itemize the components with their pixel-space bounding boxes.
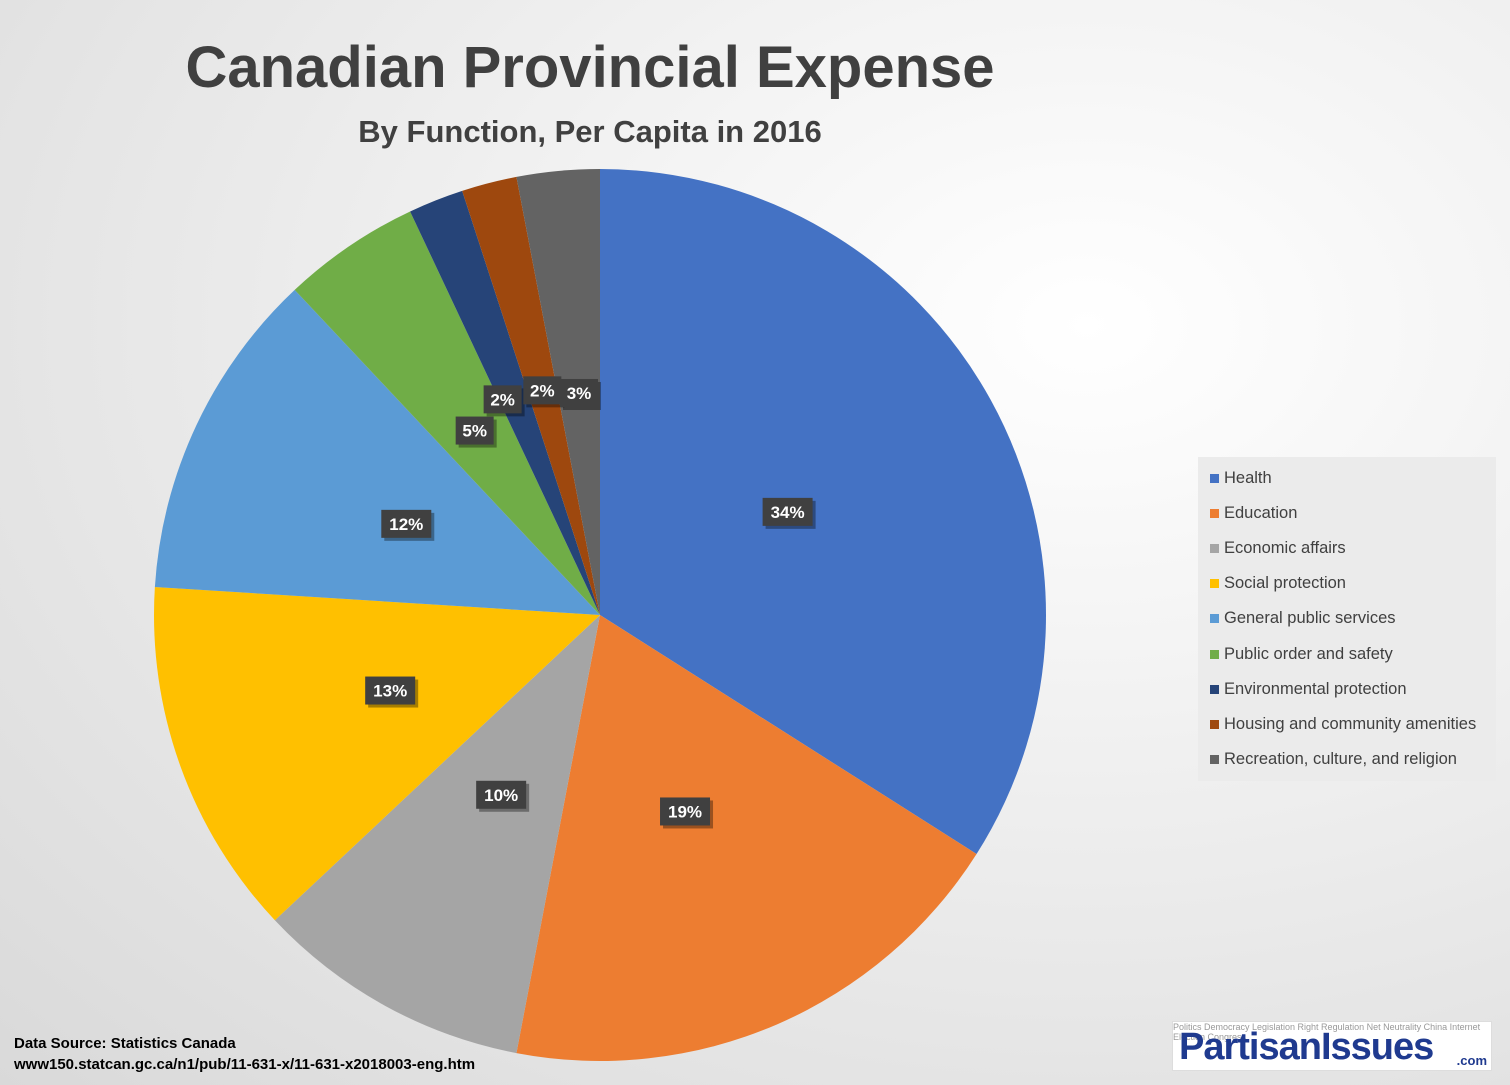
- svg-text:13%: 13%: [373, 682, 407, 701]
- svg-text:19%: 19%: [668, 802, 702, 821]
- legend-item: Environmental protection: [1198, 672, 1496, 707]
- data-label: 34%: [762, 497, 816, 529]
- pie-slice: [154, 586, 601, 921]
- data-label: 12%: [381, 509, 435, 541]
- source-url: www150.statcan.gc.ca/n1/pub/11-631-x/11-…: [14, 1056, 476, 1073]
- svg-text:10%: 10%: [484, 786, 518, 805]
- data-source-note: Data Source: Statistics Canada www150.st…: [14, 1033, 475, 1075]
- svg-text:12%: 12%: [389, 515, 423, 534]
- pie-slice: [516, 615, 977, 1061]
- legend-item: Recreation, culture, and religion: [1198, 742, 1496, 777]
- data-label: 10%: [476, 780, 530, 812]
- legend-label: Social protection: [1224, 574, 1346, 593]
- logo-suffix: .com: [1456, 1053, 1487, 1068]
- legend-swatch-economic-affairs: [1210, 544, 1219, 554]
- pie-chart: 34%19%10%13%12%5%2% 2% 3%: [154, 169, 1047, 1061]
- chart-legend: Health Education Economic affairs Social…: [1198, 457, 1496, 781]
- pie-slice: [274, 615, 600, 1054]
- legend-item: Housing and community amenities: [1198, 707, 1496, 742]
- legend-swatch-housing: [1210, 719, 1219, 729]
- legend-swatch-general-public-services: [1210, 614, 1219, 624]
- legend-label: General public services: [1224, 609, 1396, 628]
- legend-label: Recreation, culture, and religion: [1224, 749, 1457, 768]
- svg-text:34%: 34%: [771, 503, 805, 522]
- svg-text:5%: 5%: [462, 422, 487, 441]
- legend-swatch-recreation: [1210, 754, 1219, 764]
- source-line-1: Data Source: Statistics Canada: [14, 1035, 236, 1052]
- legend-label: Public order and safety: [1224, 644, 1393, 663]
- legend-item: Education: [1198, 496, 1496, 531]
- legend-swatch-environmental: [1210, 684, 1219, 694]
- svg-text:3%: 3%: [567, 384, 592, 403]
- legend-item: Health: [1198, 461, 1496, 496]
- legend-item: Social protection: [1198, 566, 1496, 601]
- chart-title: Canadian Provincial Expense: [185, 35, 995, 100]
- data-label: 13%: [365, 676, 419, 708]
- legend-swatch-health: [1210, 474, 1219, 484]
- chart-subtitle: By Function, Per Capita in 2016: [358, 114, 822, 149]
- data-label: 19%: [660, 797, 714, 829]
- legend-label: Economic affairs: [1224, 539, 1346, 558]
- legend-label: Environmental protection: [1224, 679, 1407, 698]
- legend-label: Health: [1224, 469, 1272, 488]
- data-label: 5%: [455, 416, 497, 448]
- legend-item: General public services: [1198, 601, 1496, 636]
- data-label: 2%: [483, 385, 525, 417]
- logo-text: PartisanIssues: [1179, 1026, 1434, 1068]
- legend-item: Economic affairs: [1198, 531, 1496, 566]
- data-label: 3%: [560, 378, 602, 410]
- partisanissues-logo: Politics Democracy Legislation Right Reg…: [1172, 1021, 1492, 1071]
- legend-label: Housing and community amenities: [1224, 714, 1477, 733]
- svg-text:2%: 2%: [530, 381, 555, 400]
- legend-swatch-social-protection: [1210, 579, 1219, 589]
- logo-word-cloud: Politics Democracy Legislation Right Reg…: [1173, 1022, 1481, 1042]
- pie-slice: [600, 169, 1047, 854]
- legend-item: Public order and safety: [1198, 636, 1496, 671]
- pie-slice: [294, 211, 600, 615]
- legend-swatch-education: [1210, 509, 1219, 519]
- svg-text:2%: 2%: [490, 390, 515, 409]
- pie-slice: [154, 289, 601, 615]
- legend-swatch-public-order: [1210, 649, 1219, 659]
- data-label: 2%: [523, 376, 565, 408]
- legend-label: Education: [1224, 504, 1298, 523]
